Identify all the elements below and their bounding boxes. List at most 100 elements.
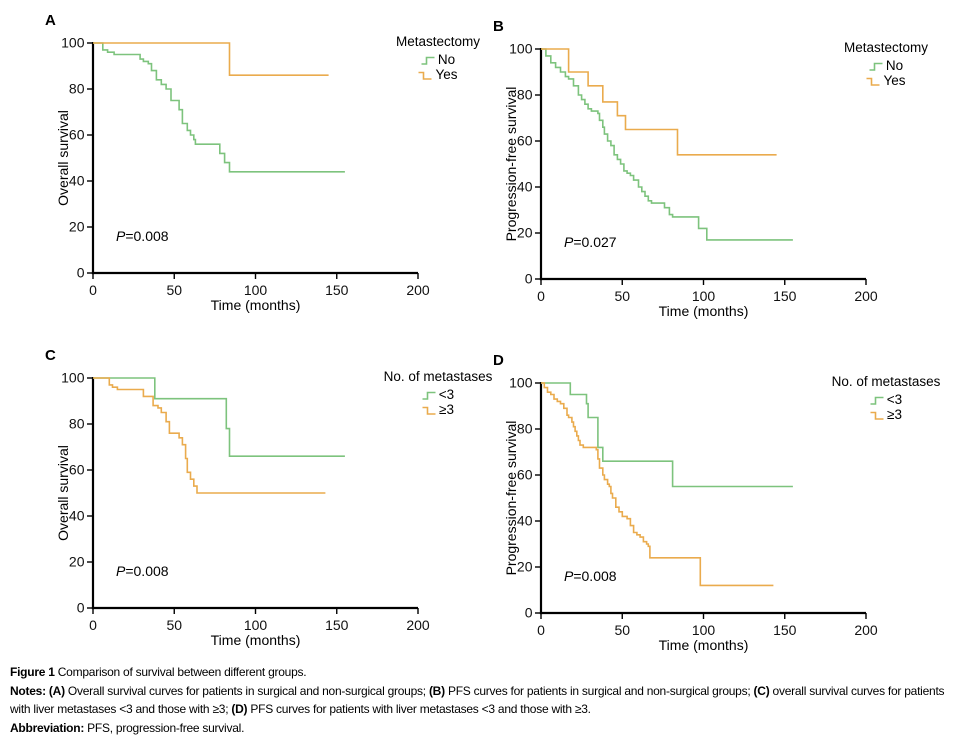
- km-plot-a: 0 20 40 60 80 100 0 50 100 150 200: [61, 35, 430, 298]
- caption-segment: Notes:: [10, 683, 49, 698]
- step-down-icon: [422, 406, 436, 415]
- legend-label: Yes: [883, 72, 906, 88]
- y-tick-label: 60: [69, 127, 85, 143]
- legend: Metastectomy No Yes: [816, 40, 954, 88]
- step-up-icon: [869, 62, 883, 71]
- y-tick-label: 0: [525, 605, 533, 621]
- x-tick-label: 150: [773, 622, 797, 638]
- x-axis-title: Time (months): [210, 297, 301, 313]
- y-tick-label: 0: [525, 271, 533, 287]
- y-axis-title: Overall survival: [55, 110, 71, 206]
- caption-segment: Abbreviation:: [10, 720, 88, 735]
- x-tick-label: 100: [244, 282, 268, 298]
- panel-letter-a: A: [45, 12, 56, 29]
- step-down-icon: [866, 77, 880, 86]
- y-tick-label: 60: [517, 467, 533, 483]
- legend-item: Yes: [816, 73, 954, 88]
- step-up-icon: [870, 396, 884, 405]
- legend-label: <3: [886, 391, 903, 407]
- y-tick-label: 40: [517, 513, 533, 529]
- y-tick-label: 100: [509, 41, 533, 57]
- x-tick-label: 100: [244, 617, 268, 633]
- p-value-symbol: P: [116, 563, 126, 579]
- caption-segment: Figure 1: [10, 665, 58, 679]
- legend-item: No: [368, 52, 508, 67]
- legend-title: No. of metastases: [831, 374, 941, 389]
- p-value: P=0.008: [116, 563, 169, 579]
- x-tick-label: 150: [325, 617, 349, 633]
- p-value-number: =0.008: [125, 228, 169, 244]
- caption-segment: PFS, progression-free survival.: [87, 720, 245, 735]
- legend-item: No: [816, 58, 954, 73]
- survival-curve-<3: [541, 382, 793, 488]
- legend-item: <3: [816, 392, 954, 407]
- x-tick-label: 200: [406, 282, 430, 298]
- legend-item: <3: [368, 387, 508, 402]
- legend-item: ≥3: [816, 407, 954, 422]
- figure-caption: Figure 1 Comparison of survival between …: [10, 663, 948, 737]
- p-value-number: =0.027: [573, 234, 617, 250]
- x-tick-label: 200: [854, 288, 878, 304]
- legend: No. of metastases <3 ≥3: [816, 374, 954, 422]
- x-tick-label: 150: [773, 288, 797, 304]
- y-tick-label: 40: [69, 508, 85, 524]
- caption-segment: (A): [48, 683, 65, 698]
- y-tick-label: 20: [517, 559, 533, 575]
- y-axis-title: Overall survival: [55, 445, 71, 541]
- x-tick-label: 100: [692, 622, 716, 638]
- y-tick-label: 40: [69, 173, 85, 189]
- step-down-icon: [418, 71, 432, 80]
- y-tick-label: 20: [69, 554, 85, 570]
- p-value-number: =0.008: [125, 563, 169, 579]
- step-up-icon: [422, 391, 436, 400]
- y-tick-label: 40: [517, 179, 533, 195]
- km-plot-b: 0 20 40 60 80 100 0 50 100 150 200: [509, 41, 878, 304]
- legend-label: No: [885, 57, 904, 73]
- p-value-number: =0.008: [573, 568, 617, 584]
- survival-curve-No: [93, 42, 345, 173]
- legend-title: Metastectomy: [843, 40, 929, 55]
- x-tick-label: 100: [692, 288, 716, 304]
- x-axis-title: Time (months): [210, 632, 301, 648]
- y-axis-title: Progression-free survival: [503, 86, 519, 242]
- panel-c: 0 20 40 60 80 100 0 50 100 150 200 C Overall survi…: [0, 335, 520, 665]
- y-tick-label: 0: [77, 265, 85, 281]
- legend-item: ≥3: [368, 402, 508, 417]
- caption-segment: (B): [428, 683, 445, 698]
- x-axis-title: Time (months): [658, 637, 749, 653]
- caption-segment: overall survival curves for patients wit…: [10, 683, 945, 717]
- p-value: P=0.008: [116, 228, 169, 244]
- panel-letter-c: C: [45, 347, 56, 364]
- x-tick-label: 200: [406, 617, 430, 633]
- step-up-icon: [421, 56, 435, 65]
- km-plot-d: 0 20 40 60 80 100 0 50 100 150 200: [509, 375, 878, 638]
- caption-segment: PFS curves for patients in surgical and …: [444, 683, 754, 698]
- survival-curve-≥3: [93, 377, 326, 494]
- km-plot-c: 0 20 40 60 80 100 0 50 100 150 200: [61, 370, 430, 633]
- legend: No. of metastases <3 ≥3: [368, 369, 508, 417]
- caption-segment: Comparison of survival between different…: [57, 665, 307, 679]
- legend-label: No: [437, 51, 456, 67]
- y-tick-label: 80: [517, 87, 533, 103]
- panel-d: 0 20 40 60 80 100 0 50 100 150 200 D Progression-f…: [448, 340, 954, 670]
- x-tick-label: 50: [166, 282, 182, 298]
- p-value: P=0.027: [564, 234, 617, 250]
- y-tick-label: 60: [69, 462, 85, 478]
- panel-letter-d: D: [493, 352, 504, 369]
- caption-segment: (D): [231, 702, 248, 716]
- panel-a: 0 20 40 60 80 100 0 50 100 150 200 A Overall survi…: [0, 0, 520, 330]
- y-tick-label: 80: [69, 416, 85, 432]
- legend-title: No. of metastases: [383, 369, 493, 384]
- p-value-symbol: P: [564, 234, 574, 250]
- panel-letter-b: B: [493, 18, 504, 35]
- survival-curve-Yes: [93, 42, 329, 76]
- caption-segment: PFS curves for patients with liver metas…: [247, 702, 591, 716]
- y-tick-label: 20: [517, 225, 533, 241]
- p-value-symbol: P: [116, 228, 126, 244]
- legend-label: Yes: [435, 66, 458, 82]
- p-value-symbol: P: [564, 568, 574, 584]
- y-tick-label: 100: [61, 35, 85, 51]
- legend: Metastectomy No Yes: [368, 34, 508, 82]
- caption-line: Figure 1 Comparison of survival between …: [10, 663, 948, 682]
- caption-segment: Overall survival curves for patients in …: [64, 683, 429, 698]
